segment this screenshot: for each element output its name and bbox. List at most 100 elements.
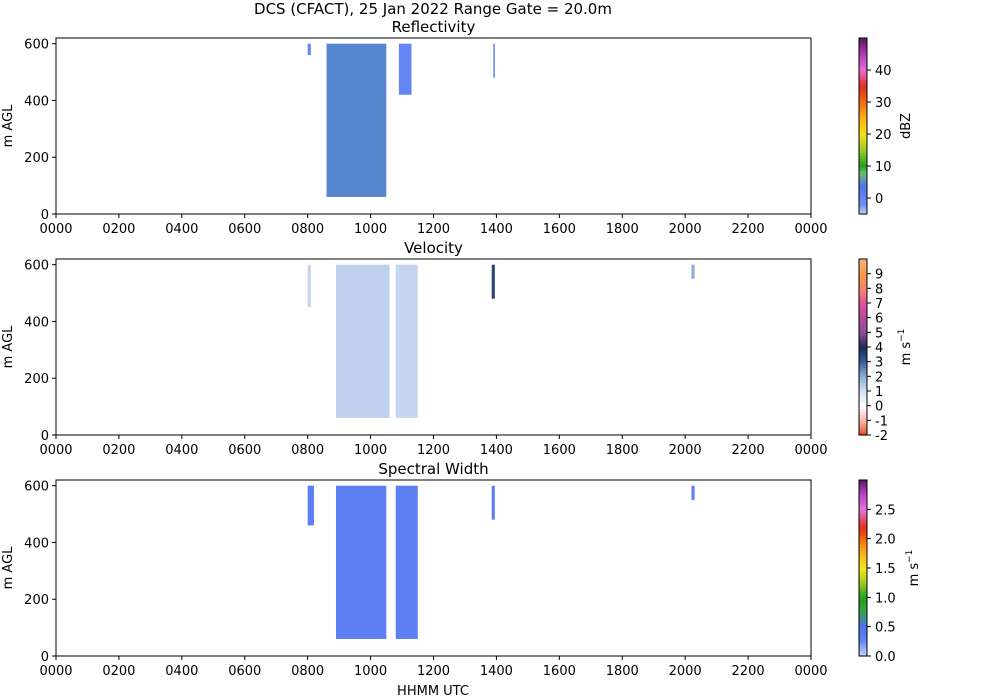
x-tick-label: 2200 (732, 443, 765, 458)
colorbar-tick-label: 10 (875, 160, 892, 175)
x-tick-label: 1800 (606, 664, 639, 679)
colorbar-segment (859, 146, 867, 151)
colorbar-tick-label: 2 (875, 370, 883, 385)
colorbar-tick-label: 30 (875, 96, 892, 111)
colorbar-segment (859, 329, 867, 333)
colorbar-tick-label: 1.5 (875, 562, 896, 577)
colorbar-segment (859, 562, 867, 566)
colorbar-segment (859, 332, 867, 336)
colorbar-tick-label: 4 (875, 341, 883, 356)
colorbar-segment (859, 205, 867, 209)
x-tick-label: 1600 (543, 443, 576, 458)
colorbar-segment (859, 588, 867, 593)
colorbar-segment (859, 512, 867, 516)
colorbar-segment (859, 143, 867, 148)
x-tick-label: 0400 (165, 222, 198, 237)
colorbar-segment (859, 184, 867, 189)
colorbar-segment (859, 515, 867, 519)
colorbar-segment (859, 46, 867, 51)
colorbar-segment (859, 570, 867, 575)
colorbar-segment (859, 208, 867, 212)
x-tick-label: 0600 (228, 222, 261, 237)
colorbar-segment (859, 379, 867, 383)
x-tick-label: 0400 (165, 443, 198, 458)
y-tick-label: 400 (24, 315, 49, 330)
colorbar-segment (859, 294, 867, 298)
colorbar-segment (859, 102, 867, 107)
colorbar-segment (859, 161, 867, 165)
colorbar-segment (859, 70, 867, 74)
colorbar-segment (859, 349, 867, 354)
colorbar-segment (859, 535, 867, 540)
colorbar-segment (859, 485, 867, 490)
x-tick-label: 0800 (291, 664, 324, 679)
colorbar-segment (859, 644, 867, 648)
echo-region (307, 43, 311, 56)
y-tick-label: 0 (41, 429, 49, 444)
colorbar-segment (859, 396, 867, 401)
colorbar-tick-label: 9 (875, 268, 883, 283)
colorbar-segment (859, 609, 867, 613)
colorbar-segment (859, 408, 867, 413)
colorbar-segment (859, 323, 867, 328)
colorbar-segment (859, 385, 867, 389)
colorbar-segment (859, 58, 867, 63)
colorbar-tick-label: 2.0 (875, 533, 896, 548)
colorbar-tick-label: 40 (875, 64, 892, 79)
x-tick-label: 0600 (228, 443, 261, 458)
colorbar-segment (859, 556, 867, 560)
colorbar-segment (859, 382, 867, 386)
colorbar-segment (859, 134, 867, 139)
echo-region (491, 264, 495, 299)
colorbar-segment (859, 190, 867, 195)
colorbar-segment (859, 344, 867, 348)
y-tick-label: 0 (41, 208, 49, 223)
colorbar-segment (859, 491, 867, 496)
colorbar-segment (859, 606, 867, 610)
colorbar-segment (859, 623, 867, 628)
x-tick-label: 1400 (480, 664, 513, 679)
colorbar-segment (859, 420, 867, 424)
colorbar-segment (859, 547, 867, 551)
colorbar-segment (859, 393, 867, 398)
colorbar-segment (859, 64, 867, 68)
colorbar-segment (859, 155, 867, 159)
colorbar-segment (859, 314, 867, 319)
colorbar-segment (859, 128, 867, 133)
colorbar-segment (859, 55, 867, 60)
colorbar-segment (859, 282, 867, 286)
colorbar-segment (859, 178, 867, 183)
colorbar-segment (859, 73, 867, 77)
colorbar-segment (859, 120, 867, 124)
colorbar-segment (859, 270, 867, 275)
colorbar-tick-label: -1 (875, 414, 888, 429)
colorbar-tick-label: 6 (875, 312, 883, 327)
colorbar-tick-label: 0 (875, 400, 883, 415)
x-tick-label: 1000 (354, 664, 387, 679)
colorbar-segment (859, 544, 867, 549)
x-tick-label: 2000 (669, 664, 702, 679)
colorbar-segment (859, 261, 867, 266)
x-tick-label: 1800 (606, 443, 639, 458)
colorbar-segment (859, 352, 867, 357)
colorbar-segment (859, 411, 867, 416)
x-tick-label: 1200 (417, 443, 450, 458)
colorbar-segment (859, 388, 867, 392)
colorbar-segment (859, 488, 867, 493)
colorbar-segment (859, 355, 867, 360)
colorbar-segment (859, 573, 867, 578)
colorbar-segment (859, 152, 867, 156)
colorbar-segment (859, 647, 867, 651)
colorbar-segment (859, 187, 867, 192)
colorbar-tick-label: -2 (875, 429, 888, 444)
plot-frame (55, 37, 812, 215)
colorbar-tick-label: 0.0 (875, 650, 896, 665)
colorbar-segment (859, 288, 867, 292)
x-tick-label: 0200 (102, 222, 135, 237)
x-tick-label: 1000 (354, 222, 387, 237)
x-tick-label: 0800 (291, 222, 324, 237)
y-tick-label: 400 (24, 94, 49, 109)
colorbar-segment (859, 423, 867, 427)
